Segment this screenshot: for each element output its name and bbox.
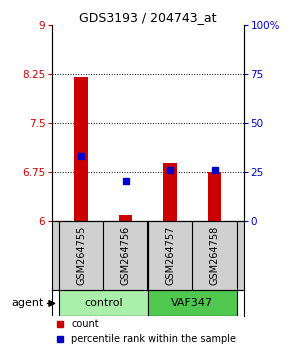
Text: GSM264755: GSM264755 (76, 226, 86, 285)
Text: GSM264757: GSM264757 (165, 226, 175, 285)
Text: VAF347: VAF347 (171, 298, 213, 308)
Text: GSM264756: GSM264756 (121, 226, 130, 285)
Title: GDS3193 / 204743_at: GDS3193 / 204743_at (79, 11, 217, 24)
Text: GSM264758: GSM264758 (210, 226, 220, 285)
Bar (164, 163, 177, 221)
Text: agent: agent (11, 298, 43, 308)
Bar (148, 290, 237, 316)
Text: percentile rank within the sample: percentile rank within the sample (71, 334, 236, 344)
Bar (75, 77, 88, 221)
Text: count: count (71, 319, 99, 329)
Bar (119, 216, 132, 221)
Bar (208, 172, 221, 221)
Text: control: control (84, 298, 123, 308)
Bar (59, 290, 148, 316)
